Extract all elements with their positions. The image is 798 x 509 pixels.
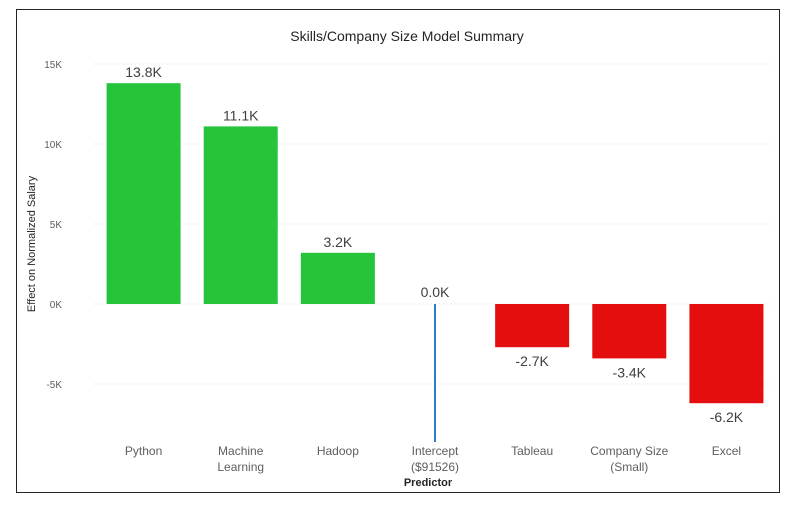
- x-tick-label: Excel: [712, 444, 741, 458]
- bar: [689, 304, 764, 404]
- data-label: 0.0K: [421, 284, 450, 300]
- x-tick-label: Learning: [217, 460, 264, 474]
- x-tick-label: Tableau: [511, 444, 553, 458]
- x-tick-label: Hadoop: [317, 444, 359, 458]
- x-tick-label: Intercept: [412, 444, 459, 458]
- chart-title: Skills/Company Size Model Summary: [290, 28, 523, 44]
- y-tick-label: 0K: [50, 300, 63, 311]
- y-tick-label: 15K: [44, 60, 62, 71]
- y-tick-label: -5K: [46, 380, 62, 391]
- y-tick-label: 10K: [44, 140, 62, 151]
- bar: [495, 304, 570, 348]
- y-tick-label: 5K: [50, 220, 63, 231]
- data-label: 3.2K: [323, 234, 352, 250]
- x-tick-label: Machine: [218, 444, 264, 458]
- x-tick-label: ($91526): [411, 460, 459, 474]
- x-tick-label: Company Size: [590, 444, 668, 458]
- y-axis-label: Effect on Normalized Salary: [26, 175, 38, 312]
- data-label: -3.4K: [613, 364, 647, 380]
- data-label: 13.8K: [125, 64, 162, 80]
- bar: [106, 83, 181, 304]
- x-axis-label: Predictor: [404, 477, 453, 489]
- data-label: -2.7K: [515, 353, 549, 369]
- bar: [592, 304, 667, 359]
- x-tick-label: (Small): [610, 460, 648, 474]
- x-tick-label: Python: [125, 444, 162, 458]
- data-label: -6.2K: [710, 409, 744, 425]
- bar: [300, 252, 375, 304]
- bar: [203, 126, 278, 305]
- data-label: 11.1K: [223, 107, 259, 123]
